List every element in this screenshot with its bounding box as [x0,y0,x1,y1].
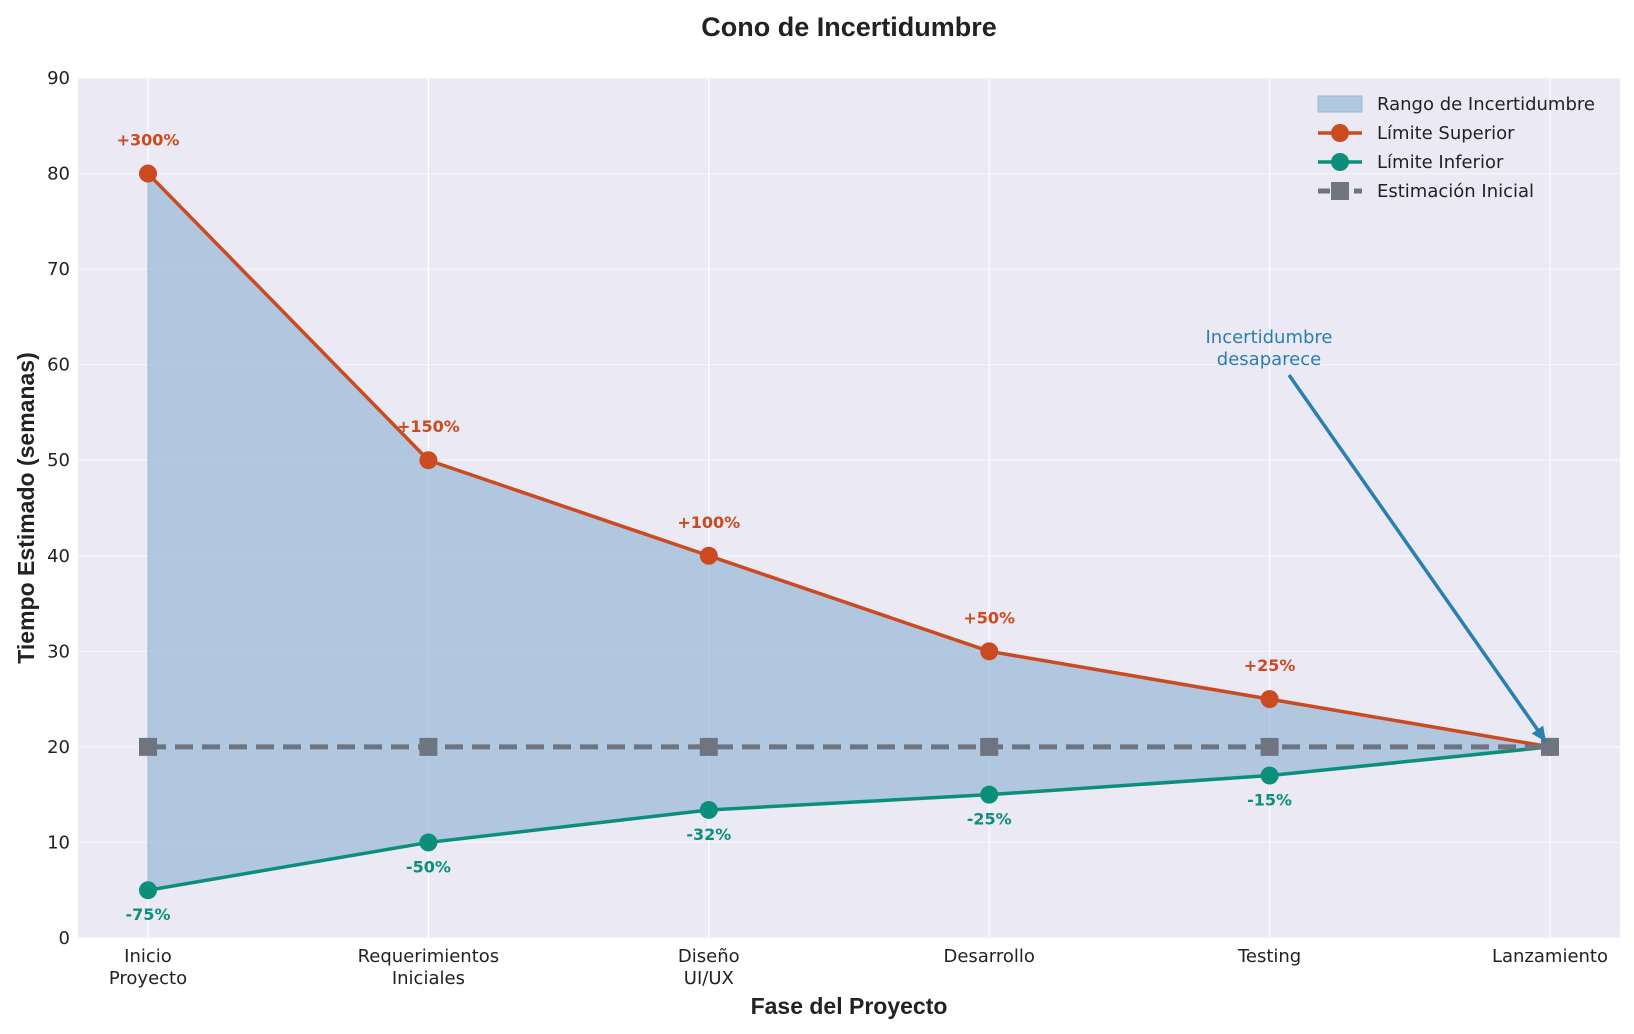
lower-percent-label: -15% [1247,791,1292,810]
upper-limit-point [139,164,157,183]
annotation-line: desaparece [1217,349,1321,370]
x-tick-label: Inicio Proyecto [109,946,187,989]
legend-swatch-marker [1331,153,1349,171]
x-tick-label: Requerimientos Iniciales [358,946,500,989]
x-tick-line: Lanzamiento [1492,946,1608,967]
x-tick-line: Desarrollo [943,946,1034,967]
upper-limit-point [699,546,718,565]
lower-percent-label: -50% [406,857,451,876]
annotation-text: Incertidumbre desaparece [1205,327,1332,370]
upper-percent-label: +300% [117,131,180,150]
initial-estimate-point [139,737,157,756]
x-tick-line: Testing [1237,946,1301,967]
annotation-line: Incertidumbre [1205,327,1332,348]
y-tick-label: 30 [47,641,70,662]
x-axis-label: Fase del Proyecto [751,993,948,1019]
upper-limit-point [419,451,438,470]
legend-swatch-marker [1331,182,1349,200]
lower-percent-label: -75% [126,905,171,924]
x-tick-line: Iniciales [392,968,465,989]
lower-percent-label: -32% [686,825,731,844]
initial-estimate-point [699,737,718,756]
upper-percent-label: +50% [963,608,1015,627]
y-tick-labels: 0 10 20 30 40 50 60 70 80 90 [47,68,70,949]
x-tick-line: UI/UX [684,968,734,989]
y-axis-label: Tiempo Estimado (semanas) [13,352,39,663]
legend-swatch-band [1317,95,1363,113]
percent-labels: +300% +150% +100% +50% +25% -75% -50% -32% -25% -… [117,131,1296,925]
y-tick-label: 50 [47,450,70,471]
lower-percent-label: -25% [967,810,1012,829]
upper-limit-point [1260,690,1279,709]
upper-percent-label: +25% [1244,656,1296,675]
y-tick-label: 20 [47,737,70,758]
annotation-arrow-head [1531,725,1546,742]
x-tick-label: Diseño UI/UX [678,946,740,989]
x-tick-labels: Inicio Proyecto Requerimientos Iniciales Dis… [109,946,1608,989]
lower-limit-point [139,881,157,900]
upper-limit-line [146,172,1551,749]
initial-estimate-point [1260,737,1279,756]
annotation-arrow-shaft [1287,373,1548,743]
y-tick-label: 0 [59,928,70,949]
x-tick-line: Requerimientos [358,946,500,967]
annotation: Incertidumbre desaparece [1205,327,1548,743]
lower-limit-point [699,800,718,819]
y-tick-label: 40 [47,546,70,567]
legend-label: Límite Superior [1377,123,1515,144]
initial-estimate-point [980,737,999,756]
x-tick-line: Proyecto [109,968,187,989]
upper-percent-label: +150% [397,417,460,436]
y-tick-label: 90 [47,68,70,89]
lower-limit-point [980,785,999,804]
x-tick-label: Testing [1237,946,1301,967]
legend-label: Rango de Incertidumbre [1377,94,1595,115]
legend: Rango de Incertidumbre Límite Superior Lím… [1317,94,1595,202]
lower-limit-line [147,745,1551,892]
chart-title: Cono de Incertidumbre [701,12,997,42]
upper-limit-point [980,642,999,661]
legend-label: Estimación Inicial [1377,181,1534,202]
x-tick-label: Desarrollo [943,946,1034,967]
legend-swatch-marker [1331,124,1349,142]
initial-estimate-point [1541,737,1559,756]
x-tick-line: Diseño [678,946,740,967]
x-tick-line: Inicio [124,946,172,967]
lower-limit-point [419,833,438,852]
y-tick-label: 10 [47,832,70,853]
legend-label: Límite Inferior [1377,152,1504,173]
x-tick-label: Lanzamiento [1492,946,1608,967]
y-tick-label: 70 [47,259,70,280]
upper-percent-label: +100% [677,513,740,532]
y-tick-label: 60 [47,355,70,376]
initial-estimate-point [419,737,438,756]
series-layer [139,164,1559,900]
lower-limit-point [1260,766,1279,785]
y-tick-label: 80 [47,164,70,185]
